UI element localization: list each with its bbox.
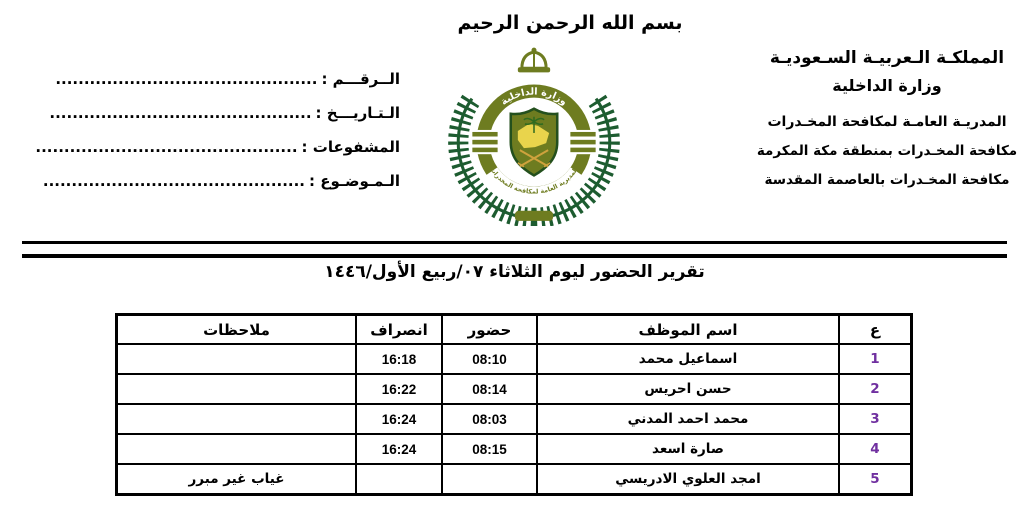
row-number-cell: 5	[838, 463, 913, 496]
crown-icon	[517, 47, 551, 73]
col-header-name: اسم الموظف	[536, 313, 840, 345]
time-in-cell: 08:14	[441, 373, 538, 405]
ministry-emblem: وزارة الداخلية المديرية العامة لمكافحة ا…	[438, 46, 620, 226]
field-date: الـتـاريـــخ :..........................…	[8, 96, 400, 130]
field-subject-label: الـمـوضـوع :	[309, 172, 400, 190]
letterhead-fields: الــرقـــم :............................…	[8, 62, 400, 198]
field-date-label: الـتـاريـــخ :	[315, 104, 400, 122]
org-city-line: مكافحة المخـدرات بالعاصمة المقدسة	[764, 172, 1010, 188]
field-attachments-dots: ........................................…	[35, 138, 298, 156]
org-region-line: مكافحة المخـدرات بمنطقة مكة المكرمة	[756, 143, 1018, 159]
saudi-map-icon	[517, 123, 550, 149]
notes-cell	[115, 403, 357, 435]
notes-cell	[115, 343, 357, 375]
letterhead-org-block: المملكـة الـعربيـة السـعوديـة وزارة الدا…	[749, 46, 1025, 190]
time-out-cell: 16:18	[355, 343, 443, 375]
time-in-cell: 08:03	[441, 403, 538, 435]
double-rule-divider	[22, 241, 1007, 258]
employee-name-cell: محمد احمد المدني	[536, 403, 840, 435]
employee-name-cell: حسن احريس	[536, 373, 840, 405]
org-ministry-line: وزارة الداخلية	[832, 76, 942, 95]
table-row: 2 حسن احريس 08:14 16:22	[115, 373, 913, 405]
field-number-dots: ........................................…	[55, 70, 318, 88]
report-title: تقرير الحضور ليوم الثلاثاء ٠٧/ربيع الأول…	[324, 262, 705, 282]
field-attachments: المشفوعات :.............................…	[8, 130, 400, 164]
time-out-cell: 16:24	[355, 403, 443, 435]
time-out-cell: 16:24	[355, 433, 443, 465]
col-header-time-out: انصراف	[355, 313, 443, 345]
employee-name-cell: امجد العلوي الادريسي	[536, 463, 840, 496]
col-header-notes: ملاحظات	[115, 313, 357, 345]
table-row: 3 محمد احمد المدني 08:03 16:24	[115, 403, 913, 435]
col-header-time-in: حضور	[441, 313, 538, 345]
employee-name-cell: صارة اسعد	[536, 433, 840, 465]
laurel-wreath-icon	[448, 92, 620, 226]
row-number-cell: 2	[838, 373, 913, 405]
org-directorate-line: المدريـة العامـة لمكافحة المخـدرات	[767, 114, 1007, 130]
row-number-cell: 4	[838, 433, 913, 465]
org-country-line: المملكـة الـعربيـة السـعوديـة	[769, 48, 1005, 68]
notes-cell	[115, 373, 357, 405]
time-out-cell: 16:22	[355, 373, 443, 405]
time-in-cell: 08:15	[441, 433, 538, 465]
bismillah-text: بسم الله الرحمن الرحيم	[457, 12, 683, 34]
field-date-dots: ........................................…	[49, 104, 312, 122]
emblem-side-stripes	[472, 129, 596, 155]
table-row: 4 صارة اسعد 08:15 16:24	[115, 433, 913, 465]
field-attachments-label: المشفوعات :	[301, 138, 400, 156]
table-row: 1 اسماعيل محمد 08:10 16:18	[115, 343, 913, 375]
field-subject: الـمـوضـوع :............................…	[8, 164, 400, 198]
emblem-bottom-band	[485, 167, 583, 201]
attendance-table: ع اسم الموظف حضور انصراف ملاحظات 1 اسماع…	[115, 313, 913, 496]
crossed-swords-icon	[517, 149, 551, 168]
palm-tree-icon	[523, 116, 545, 133]
table-row: 5 امجد العلوي الادريسي غياب غير مبرر	[115, 463, 913, 496]
table-header-row: ع اسم الموظف حضور انصراف ملاحظات	[115, 313, 913, 345]
notes-cell	[115, 433, 357, 465]
field-number-label: الــرقـــم :	[321, 70, 400, 88]
row-number-cell: 1	[838, 343, 913, 375]
notes-cell: غياب غير مبرر	[115, 463, 357, 496]
col-header-serial: ع	[838, 313, 913, 345]
time-in-cell: 08:10	[441, 343, 538, 375]
field-subject-dots: ........................................…	[42, 172, 306, 190]
row-number-cell: 3	[838, 403, 913, 435]
employee-name-cell: اسماعيل محمد	[536, 343, 840, 375]
time-in-cell	[441, 463, 538, 496]
field-number: الــرقـــم :............................…	[8, 62, 400, 96]
time-out-cell	[355, 463, 443, 496]
shield-icon	[509, 107, 559, 177]
